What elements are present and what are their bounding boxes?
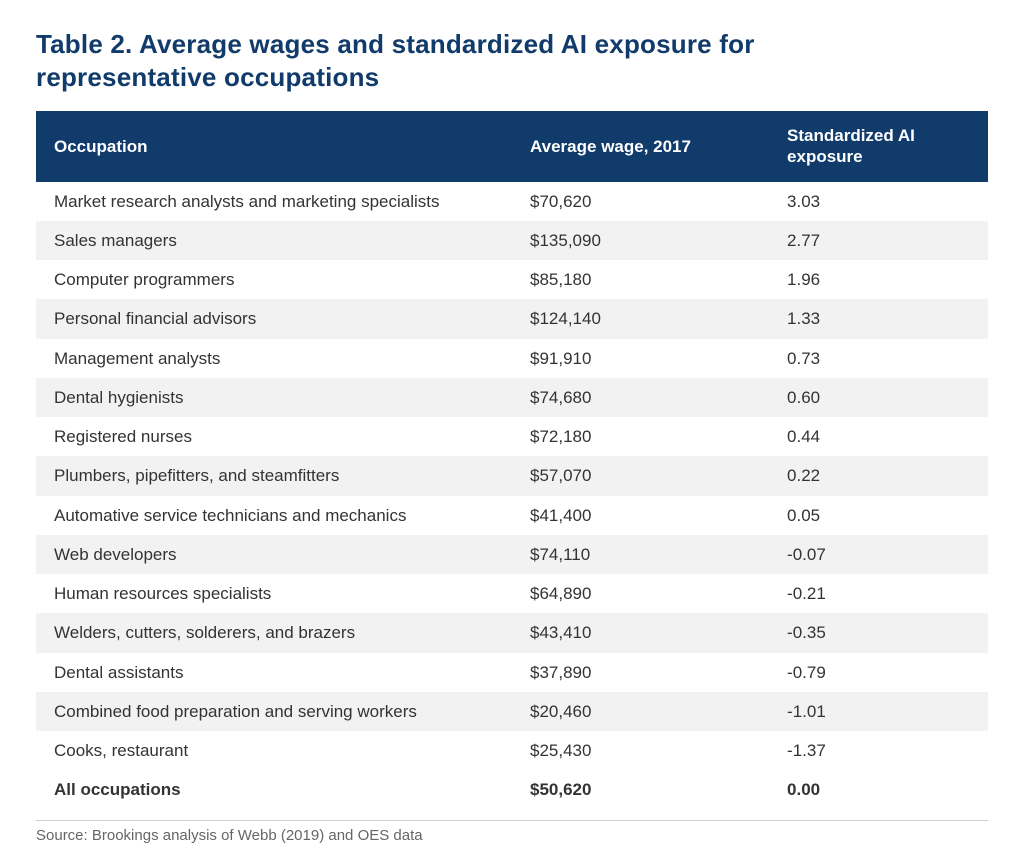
cell-occupation: Dental hygienists <box>36 378 512 417</box>
cell-wage: $74,110 <box>512 535 769 574</box>
wages-exposure-table: Occupation Average wage, 2017 Standardiz… <box>36 111 988 810</box>
cell-wage: $50,620 <box>512 770 769 809</box>
table-row: Market research analysts and marketing s… <box>36 182 988 221</box>
cell-wage: $57,070 <box>512 456 769 495</box>
table-total-row: All occupations $50,620 0.00 <box>36 770 988 809</box>
cell-occupation: Management analysts <box>36 339 512 378</box>
cell-occupation: Human resources specialists <box>36 574 512 613</box>
cell-exposure: 0.44 <box>769 417 988 456</box>
cell-wage: $91,910 <box>512 339 769 378</box>
col-header-occupation: Occupation <box>36 111 512 182</box>
cell-exposure: -0.79 <box>769 653 988 692</box>
table-row: Personal financial advisors $124,140 1.3… <box>36 299 988 338</box>
cell-exposure: -1.01 <box>769 692 988 731</box>
table-row: Welders, cutters, solderers, and brazers… <box>36 613 988 652</box>
source-footnote: Source: Brookings analysis of Webb (2019… <box>36 827 988 844</box>
cell-wage: $43,410 <box>512 613 769 652</box>
col-header-wage: Average wage, 2017 <box>512 111 769 182</box>
cell-exposure: 3.03 <box>769 182 988 221</box>
cell-wage: $74,680 <box>512 378 769 417</box>
cell-wage: $64,890 <box>512 574 769 613</box>
cell-exposure: -0.21 <box>769 574 988 613</box>
table-row: Dental assistants $37,890 -0.79 <box>36 653 988 692</box>
cell-exposure: 1.33 <box>769 299 988 338</box>
cell-occupation: Computer programmers <box>36 260 512 299</box>
table-row: Computer programmers $85,180 1.96 <box>36 260 988 299</box>
cell-wage: $37,890 <box>512 653 769 692</box>
page: Table 2. Average wages and standardized … <box>0 0 1024 864</box>
cell-occupation: Cooks, restaurant <box>36 731 512 770</box>
cell-occupation: Market research analysts and marketing s… <box>36 182 512 221</box>
table-row: Management analysts $91,910 0.73 <box>36 339 988 378</box>
cell-exposure: 0.22 <box>769 456 988 495</box>
cell-wage: $85,180 <box>512 260 769 299</box>
cell-occupation: Plumbers, pipefitters, and steamfitters <box>36 456 512 495</box>
table-row: Dental hygienists $74,680 0.60 <box>36 378 988 417</box>
cell-exposure: 0.00 <box>769 770 988 809</box>
cell-wage: $41,400 <box>512 496 769 535</box>
table-row: Web developers $74,110 -0.07 <box>36 535 988 574</box>
cell-wage: $25,430 <box>512 731 769 770</box>
table-row: Registered nurses $72,180 0.44 <box>36 417 988 456</box>
table-row: Plumbers, pipefitters, and steamfitters … <box>36 456 988 495</box>
cell-occupation: Combined food preparation and serving wo… <box>36 692 512 731</box>
cell-exposure: 2.77 <box>769 221 988 260</box>
cell-exposure: -0.35 <box>769 613 988 652</box>
cell-occupation: Dental assistants <box>36 653 512 692</box>
cell-exposure: 0.73 <box>769 339 988 378</box>
cell-exposure: -1.37 <box>769 731 988 770</box>
cell-exposure: 1.96 <box>769 260 988 299</box>
cell-exposure: 0.05 <box>769 496 988 535</box>
table-body: Market research analysts and marketing s… <box>36 182 988 810</box>
cell-occupation: Sales managers <box>36 221 512 260</box>
cell-occupation: Personal financial advisors <box>36 299 512 338</box>
table-row: Automative service technicians and mecha… <box>36 496 988 535</box>
cell-exposure: 0.60 <box>769 378 988 417</box>
cell-occupation: Automative service technicians and mecha… <box>36 496 512 535</box>
cell-occupation: All occupations <box>36 770 512 809</box>
table-row: Combined food preparation and serving wo… <box>36 692 988 731</box>
col-header-exposure: Standardized AI exposure <box>769 111 988 182</box>
table-header: Occupation Average wage, 2017 Standardiz… <box>36 111 988 182</box>
cell-occupation: Web developers <box>36 535 512 574</box>
cell-wage: $124,140 <box>512 299 769 338</box>
cell-wage: $135,090 <box>512 221 769 260</box>
cell-wage: $20,460 <box>512 692 769 731</box>
table-row: Cooks, restaurant $25,430 -1.37 <box>36 731 988 770</box>
footnote-divider <box>36 820 988 821</box>
table-title: Table 2. Average wages and standardized … <box>36 28 796 93</box>
cell-wage: $70,620 <box>512 182 769 221</box>
cell-exposure: -0.07 <box>769 535 988 574</box>
table-row: Sales managers $135,090 2.77 <box>36 221 988 260</box>
table-row: Human resources specialists $64,890 -0.2… <box>36 574 988 613</box>
cell-wage: $72,180 <box>512 417 769 456</box>
cell-occupation: Registered nurses <box>36 417 512 456</box>
cell-occupation: Welders, cutters, solderers, and brazers <box>36 613 512 652</box>
